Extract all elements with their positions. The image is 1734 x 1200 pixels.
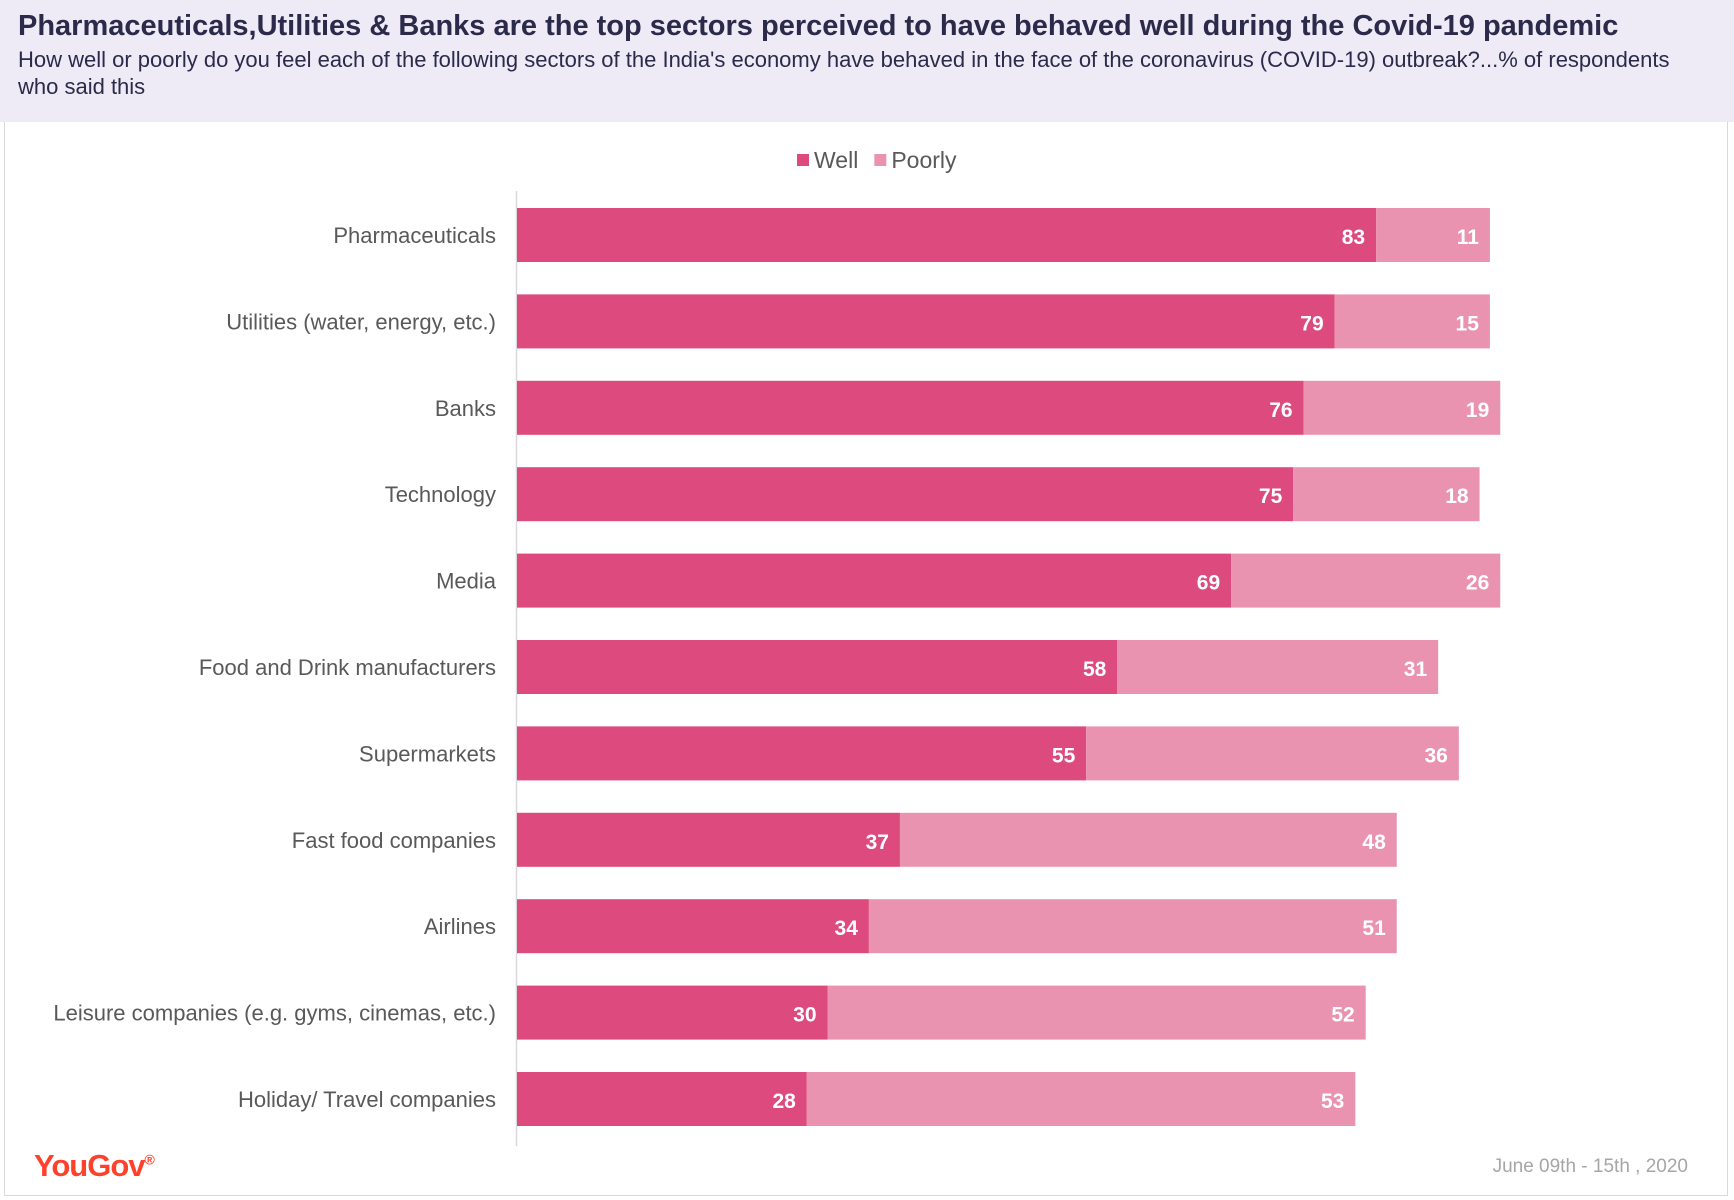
bar-poorly-pharmaceuticals [1376,208,1490,262]
value-label-poorly-holiday-travel-companies: 53 [1321,1090,1344,1113]
bar-poorly-fast-food-companies [899,812,1397,867]
bar-poorly-airlines [868,899,1397,954]
category-label-pharmaceuticals: Pharmaceuticals [333,223,496,248]
category-label-banks: Banks [435,396,496,421]
value-label-poorly-airlines: 51 [1362,917,1386,940]
value-label-well-pharmaceuticals: 83 [1342,226,1365,249]
survey-date: June 09th - 15th , 2020 [1492,1156,1688,1177]
bar-well-utilities-water-energy-etc [517,294,1335,349]
category-label-technology: Technology [385,482,496,507]
bar-poorly-banks [1303,380,1501,435]
value-label-well-holiday-travel-companies: 28 [772,1090,796,1113]
bar-poorly-supermarkets [1086,726,1459,781]
chart-title: Pharmaceuticals,Utilities & Banks are th… [18,10,1619,42]
bar-poorly-media [1231,553,1501,608]
chart-subtitle: How well or poorly do you feel each of t… [18,47,1670,99]
value-label-well-banks: 76 [1269,399,1292,422]
bar-poorly-technology [1293,467,1480,522]
bar-well-holiday-travel-companies [517,1072,807,1126]
bar-poorly-utilities-water-energy-etc [1334,294,1490,349]
category-label-food-and-drink-manufacturers: Food and Drink manufacturers [199,655,496,680]
value-label-poorly-food-and-drink-manufacturers: 31 [1404,658,1428,681]
category-label-supermarkets: Supermarkets [359,741,496,766]
value-label-well-airlines: 34 [835,917,859,940]
legend-label-poorly: Poorly [891,147,957,173]
category-label-holiday-travel-companies: Holiday/ Travel companies [238,1087,496,1112]
value-label-poorly-utilities-water-energy-etc: 15 [1456,312,1480,335]
yougov-logo: YouGov® [34,1148,155,1184]
value-label-poorly-fast-food-companies: 48 [1362,831,1386,854]
bar-well-pharmaceuticals [517,208,1377,262]
value-label-poorly-media: 26 [1466,572,1489,595]
value-label-poorly-pharmaceuticals: 11 [1457,226,1480,249]
value-label-poorly-supermarkets: 36 [1424,744,1447,767]
logo-registered-mark: ® [144,1151,155,1168]
category-label-leisure-companies-e-g-gyms-cinemas-etc: Leisure companies (e.g. gyms, cinemas, e… [53,1001,496,1026]
category-label-utilities-water-energy-etc: Utilities (water, energy, etc.) [226,309,496,334]
value-label-poorly-leisure-companies-e-g-gyms-cinemas-etc: 52 [1331,1004,1354,1027]
value-label-poorly-technology: 18 [1445,485,1469,508]
bar-well-airlines [517,899,869,954]
bar-well-supermarkets [517,726,1087,781]
bar-poorly-holiday-travel-companies [806,1072,1356,1126]
category-label-airlines: Airlines [424,914,496,939]
chart-header: Pharmaceuticals,Utilities & Banks are th… [0,0,1734,122]
bar-well-technology [517,467,1294,522]
value-label-poorly-banks: 19 [1466,399,1489,422]
bar-well-banks [517,380,1304,435]
value-label-well-utilities-water-energy-etc: 79 [1300,312,1323,335]
logo-text: YouGov [34,1148,146,1183]
bar-well-media [517,553,1232,608]
category-label-fast-food-companies: Fast food companies [292,828,496,853]
legend-label-well: Well [814,147,858,173]
value-label-well-supermarkets: 55 [1052,744,1076,767]
bar-poorly-food-and-drink-manufacturers [1117,640,1439,694]
value-label-well-technology: 75 [1259,485,1283,508]
category-label-media: Media [436,569,497,594]
bar-well-leisure-companies-e-g-gyms-cinemas-etc [517,985,828,1040]
value-label-well-food-and-drink-manufacturers: 58 [1083,658,1107,681]
value-label-well-leisure-companies-e-g-gyms-cinemas-etc: 30 [793,1004,816,1027]
value-label-well-media: 69 [1197,572,1220,595]
value-label-well-fast-food-companies: 37 [866,831,889,854]
legend-swatch-poorly [874,154,887,166]
bar-well-fast-food-companies [517,812,900,867]
bar-well-food-and-drink-manufacturers [517,640,1118,694]
bar-poorly-leisure-companies-e-g-gyms-cinemas-etc [827,985,1366,1040]
legend-swatch-well [797,154,809,166]
